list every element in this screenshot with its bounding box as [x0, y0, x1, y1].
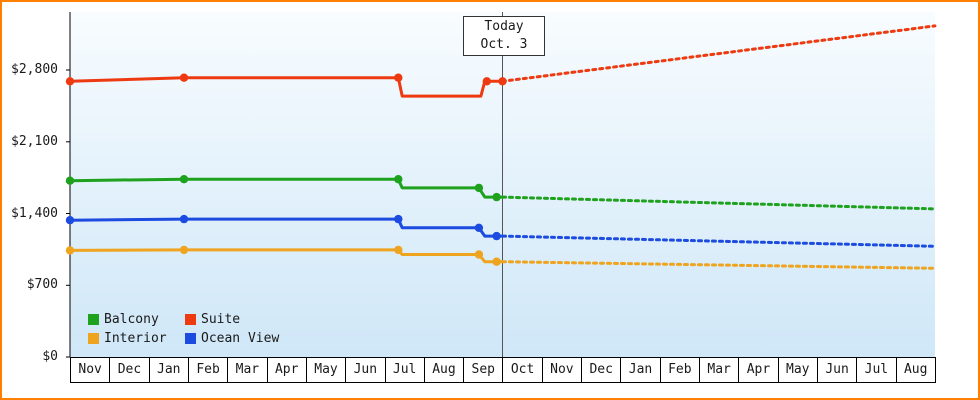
legend-swatch [185, 333, 196, 344]
month-cell-may: May [305, 357, 347, 383]
legend-item-suite: Suite [185, 310, 279, 329]
month-cell-dec: Dec [109, 357, 150, 383]
price-marker-balcony [492, 192, 501, 202]
price-marker-interior [65, 246, 75, 255]
price-marker-suite [394, 73, 403, 82]
y-tick-label: $2,800 [11, 62, 58, 77]
price-marker-balcony [179, 175, 189, 184]
month-cell-dec: Dec [581, 357, 622, 383]
month-cell-may: May [777, 357, 818, 383]
price-marker-suite [65, 77, 75, 86]
legend-swatch [88, 314, 99, 325]
month-cell-oct: Oct [502, 357, 543, 383]
month-cell-aug: Aug [423, 357, 465, 383]
price-marker-interior [179, 245, 189, 255]
y-tick-label: $1,400 [11, 205, 58, 221]
month-cell-jul: Jul [856, 357, 897, 383]
forecast-line-balcony [501, 195, 937, 211]
y-tick-label: $0 [42, 349, 58, 364]
legend-label: Balcony [104, 312, 159, 327]
month-cell-feb: Feb [187, 357, 229, 383]
price-marker-interior [394, 245, 403, 255]
price-marker-ocean-view [492, 231, 501, 241]
legend-swatch [185, 314, 196, 325]
y-tick-label: $700 [26, 277, 58, 293]
month-cell-aug: Aug [895, 357, 936, 383]
legend-label: Ocean View [201, 331, 280, 346]
price-marker-ocean-view [474, 223, 484, 232]
month-cell-jun: Jun [816, 357, 858, 383]
month-cell-apr: Apr [266, 357, 307, 383]
legend-label: Interior [104, 331, 167, 346]
price-marker-ocean-view [179, 214, 189, 224]
legend-item-ocean-view: Ocean View [185, 329, 279, 348]
price-marker-suite [482, 77, 491, 86]
x-axis-month-row: Nov Dec Jan Feb Mar Apr May Jun Jul Aug Sep Oct Nov D… [70, 357, 936, 383]
month-cell-jan: Jan [148, 357, 189, 383]
month-cell-jan: Jan [620, 357, 661, 383]
price-marker-balcony [394, 175, 403, 184]
price-marker-ocean-view [65, 216, 75, 225]
forecast-line-interior [501, 260, 937, 270]
today-date: Oct. 3 [480, 37, 528, 52]
legend: Balcony Suite Interior Ocean View [88, 310, 279, 348]
month-cell-sep: Sep [463, 357, 504, 383]
price-marker-suite [179, 73, 189, 82]
price-marker-interior [492, 257, 501, 266]
price-marker-balcony [65, 176, 75, 185]
today-label: Today [484, 19, 524, 34]
forecast-line-ocean-view [501, 234, 937, 248]
legend-item-interior: Interior [88, 329, 185, 348]
month-cell-feb: Feb [659, 357, 700, 383]
legend-label: Suite [201, 312, 241, 327]
y-axis-labels: $0 $700 $1,400 $2,100 $2,800 [0, 0, 64, 400]
forecast-line-suite [501, 24, 937, 83]
month-cell-mar: Mar [699, 357, 740, 383]
price-marker-interior [474, 250, 484, 259]
price-marker-balcony [474, 183, 484, 193]
month-cell-apr: Apr [738, 357, 779, 383]
price-marker-ocean-view [394, 214, 403, 224]
month-cell-jul: Jul [384, 357, 425, 383]
month-cell-mar: Mar [227, 357, 268, 383]
today-annotation: Today Oct. 3 [463, 16, 545, 56]
month-cell-jun: Jun [345, 357, 386, 383]
price-marker-suite [498, 77, 507, 86]
month-cell-nov: Nov [70, 357, 111, 383]
legend-item-balcony: Balcony [88, 310, 185, 329]
month-cell-nov: Nov [541, 357, 583, 383]
y-tick-label: $2,100 [11, 133, 58, 149]
legend-swatch [88, 333, 99, 344]
